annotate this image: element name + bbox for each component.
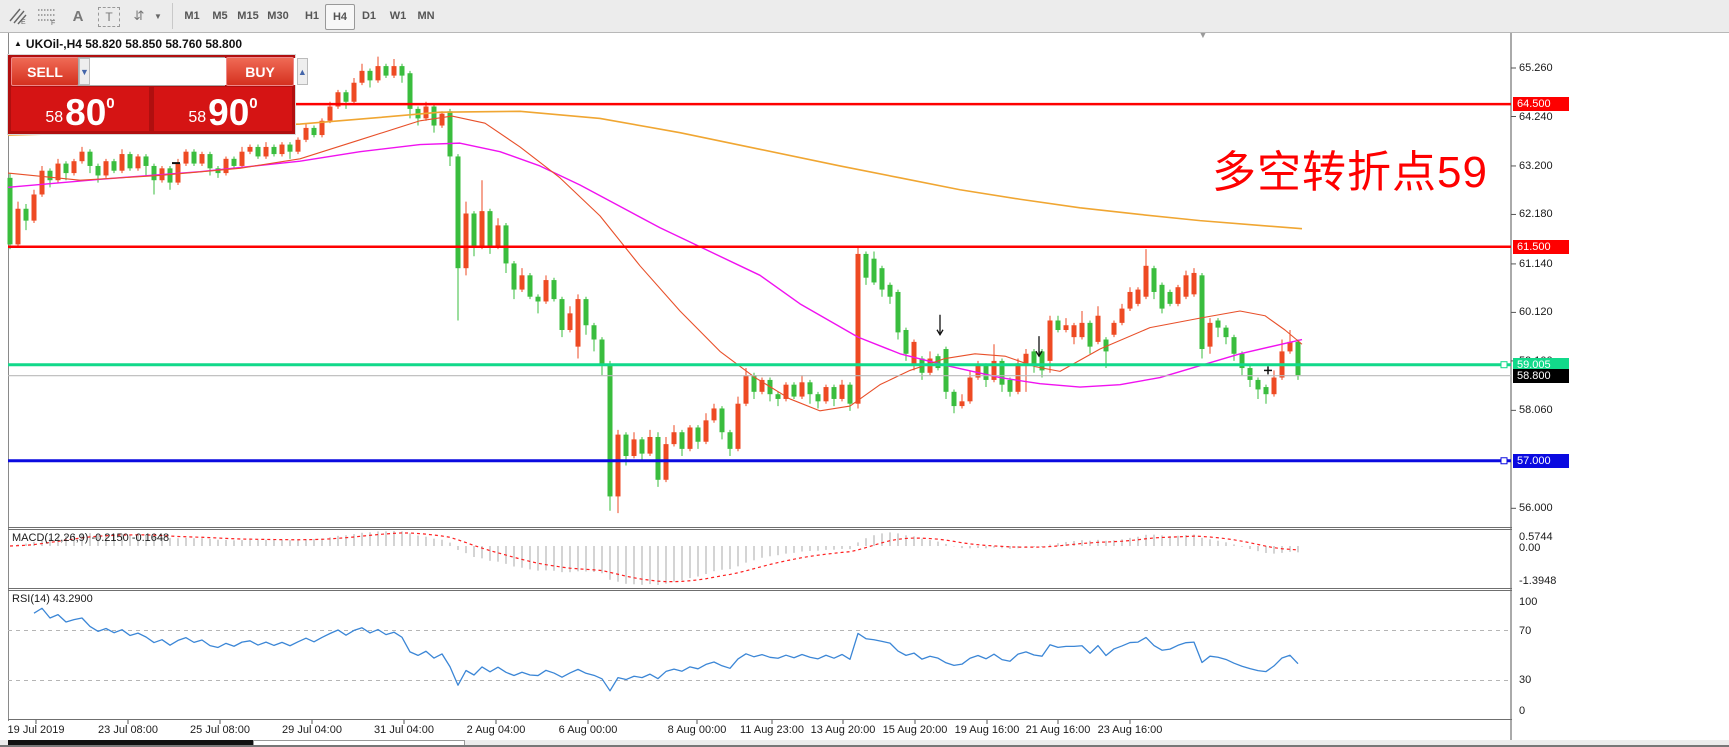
buy-price-big: 90 [208, 91, 250, 133]
arrows-tool-icon[interactable]: ⇵ [133, 8, 145, 23]
chart-frame [8, 32, 1513, 721]
one-click-trading-panel: SELL ▼ ▲ BUY 58 80 0 58 90 0 [8, 55, 308, 134]
buy-price-quote[interactable]: 58 90 0 [154, 87, 292, 131]
time-tick-9: 11 Aug 23:00 [739, 724, 805, 736]
rsi-axis-30: 30 [1519, 674, 1532, 686]
timeframe-m30[interactable]: M30 [267, 10, 289, 22]
time-tick-1: 19 Jul 2019 [7, 724, 65, 736]
arrows-tool-dropdown-icon[interactable]: ▼ [154, 11, 162, 21]
price-tag-61.500: 61.500 [1513, 239, 1569, 254]
candlestick-series [7, 56, 1301, 514]
ma-mid-magenta [7, 142, 1303, 388]
chart-shift-icon[interactable]: ▼ [1198, 30, 1208, 41]
price-tick-61.140: 61.140 [1519, 257, 1553, 270]
ma-fast-orange [7, 115, 1303, 412]
volume-increase-button[interactable]: ▲ [296, 58, 308, 85]
symbol-collapse-icon[interactable]: ▲ [14, 39, 22, 48]
sell-button[interactable]: SELL [11, 57, 79, 86]
price-tick-63.200: 63.200 [1519, 159, 1553, 172]
chart-annotation-text: 多空转折点59 [1212, 148, 1488, 197]
sell-price-quote[interactable]: 58 80 0 [11, 87, 149, 131]
price-tick-62.180: 62.180 [1519, 208, 1553, 221]
buy-price-small: 58 [188, 109, 207, 126]
main-macd-separator [8, 527, 1512, 528]
time-tick-3: 25 Jul 08:00 [190, 724, 250, 736]
macd-axis-0.00: 0.00 [1519, 542, 1541, 554]
price-tick-60.120: 60.120 [1519, 306, 1553, 319]
time-tick-2: 23 Jul 08:00 [98, 724, 158, 736]
volume-decrease-button[interactable]: ▼ [79, 58, 90, 85]
rsi-axis-100: 100 [1519, 596, 1538, 608]
macd-axis-0.5744: 0.5744 [1519, 531, 1553, 543]
time-tick-7: 6 Aug 00:00 [558, 724, 618, 736]
rsi-label: RSI(14) 43.2900 [12, 593, 93, 605]
fibonacci-tool-icon[interactable]: F [36, 4, 60, 28]
time-tick-13: 21 Aug 16:00 [1025, 724, 1091, 736]
scrollbar-thumb[interactable] [8, 740, 253, 745]
time-tick-11: 15 Aug 20:00 [882, 724, 948, 736]
rsi-axis-70: 70 [1519, 625, 1532, 637]
horizontal-scrollbar[interactable] [0, 740, 1729, 747]
sell-price-small: 58 [45, 109, 64, 126]
buy-button[interactable]: BUY [226, 57, 294, 86]
volume-stepper: ▼ ▲ [78, 57, 308, 86]
time-tick-6: 2 Aug 04:00 [466, 724, 526, 736]
price-tick-64.240: 64.240 [1519, 110, 1553, 123]
price-tick-56.000: 56.000 [1519, 502, 1553, 515]
timeframe-h1[interactable]: H1 [304, 10, 320, 22]
text-box-tool-icon[interactable]: T [98, 7, 120, 27]
macd-histogram [17, 531, 1299, 585]
price-tick-65.260: 65.260 [1519, 62, 1553, 74]
time-tick-10: 13 Aug 20:00 [810, 724, 876, 736]
marker-arrow-down [1035, 350, 1043, 358]
macd-axis--1.3948: -1.3948 [1519, 575, 1557, 587]
sell-price-big: 80 [65, 91, 107, 133]
support-57000-handle [1500, 457, 1508, 465]
rsi-date-separator [8, 719, 1512, 720]
time-tick-8: 8 Aug 00:00 [667, 724, 727, 736]
price-tag-59.005: 59.005 [1513, 357, 1569, 372]
macd-rsi-separator [8, 588, 1512, 589]
toolbar: E F A T ⇵ ▼ M1 M5 M15 M30 H1 H4 D1 W1 MN [0, 0, 1729, 33]
symbol-quote-text: UKOil-,H4 58.820 58.850 58.760 58.800 [25, 37, 243, 51]
price-tag-64.500: 64.500 [1513, 97, 1569, 112]
window-edge [0, 745, 1729, 747]
pivot-59005-handle [1500, 361, 1508, 369]
price-tick-58.060: 58.060 [1519, 404, 1553, 417]
price-tag-57.000: 57.000 [1513, 453, 1569, 468]
macd-signal-line [9, 532, 1299, 583]
svg-text:F: F [51, 20, 55, 25]
rsi-axis-0: 0 [1519, 705, 1526, 717]
rsi-line [33, 607, 1299, 692]
time-tick-5: 31 Jul 04:00 [374, 724, 434, 736]
trendline-tools-icon[interactable]: E [6, 4, 30, 28]
macd-rsi-separator2 [8, 590, 1512, 591]
timeframe-m1[interactable]: M1 [184, 10, 200, 22]
main-macd-separator2 [8, 529, 1512, 530]
chart-title: ▲ UKOil-,H4 58.820 58.850 58.760 58.800 [14, 37, 242, 51]
svg-text:E: E [21, 19, 26, 25]
time-tick-14: 23 Aug 16:00 [1097, 724, 1163, 736]
timeframe-mn[interactable]: MN [417, 10, 435, 22]
buy-price-sup: 0 [249, 95, 258, 112]
text-label-tool-icon[interactable]: A [72, 7, 84, 25]
timeframe-m5[interactable]: M5 [212, 10, 228, 22]
ma-slow-gold [7, 110, 1303, 230]
toolbar-separator [172, 3, 173, 29]
timeframe-m15[interactable]: M15 [237, 10, 259, 22]
timeframe-w1[interactable]: W1 [389, 10, 407, 22]
timeframe-d1[interactable]: D1 [361, 10, 377, 22]
price-tag-58.800: 58.800 [1513, 369, 1569, 384]
time-tick-12: 19 Aug 16:00 [954, 724, 1020, 736]
marker-arrow-down [936, 329, 944, 337]
time-tick-4: 29 Jul 04:00 [282, 724, 342, 736]
sell-price-sup: 0 [106, 95, 115, 112]
timeframe-h4[interactable]: H4 [325, 4, 355, 30]
macd-label: MACD(12,26,9) -0.2150 -0.1648 [12, 532, 170, 544]
